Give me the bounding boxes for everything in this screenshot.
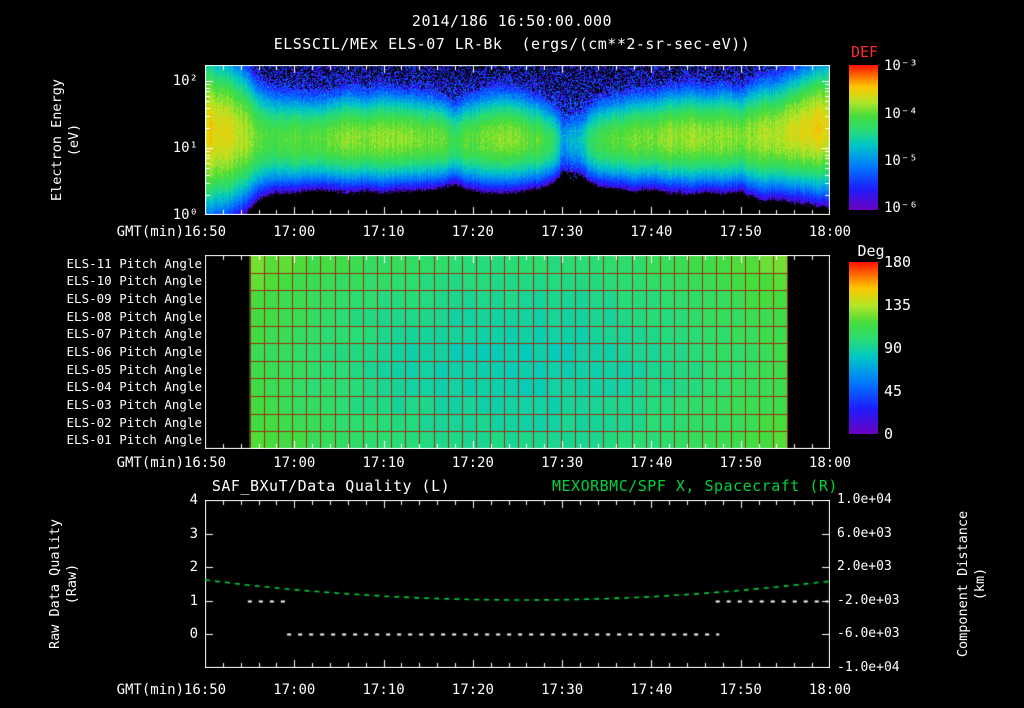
- component-distance-axis-line2: (km): [972, 567, 988, 601]
- deg-colorbar-tick: 135: [884, 296, 912, 314]
- component-distance-axis-label: Component Distance (km): [951, 469, 993, 699]
- distance-tick-label: -6.0e+03: [837, 626, 900, 642]
- flux-colorbar-tick: 10⁻⁴: [884, 106, 918, 122]
- electron-energy-axis-label: Electron Energy (eV): [46, 30, 86, 250]
- gmt-axis-label-1: GMT(min): [116, 224, 184, 240]
- x-tick-label: 17:40: [630, 682, 673, 698]
- electron-energy-axis-line1: Electron Energy: [49, 79, 65, 201]
- x-tick-label: 17:30: [541, 682, 584, 698]
- electron-spectrogram-canvas: [205, 65, 830, 215]
- flux-colorbar-title: DEF: [851, 43, 879, 61]
- flux-colorbar-tick: 10⁻⁵: [884, 153, 918, 169]
- quality-tick-label: 0: [189, 626, 198, 643]
- pitch-row-label: ELS-11 Pitch Angle: [66, 255, 202, 271]
- quality-tick-label: 1: [189, 592, 198, 609]
- x-tick-label: 17:20: [451, 224, 494, 240]
- x-tick-label: 17:50: [719, 682, 762, 698]
- x-tick-label: 17:30: [541, 455, 584, 471]
- bottom-left-title: SAF_BXuT/Data Quality (L): [211, 477, 451, 495]
- pitch-angle-canvas: [205, 255, 830, 449]
- deg-colorbar-tick: 0: [884, 425, 894, 443]
- distance-tick-label: -2.0e+03: [837, 592, 900, 608]
- pitch-row-label: ELS-08 Pitch Angle: [66, 308, 202, 324]
- bottom-right-title: MEXORBMC/SPF X, Spacecraft (R): [552, 477, 838, 495]
- timeseries-canvas: [205, 500, 830, 668]
- gmt-axis-label-2: GMT(min): [116, 455, 184, 471]
- distance-tick-label: 2.0e+03: [837, 559, 892, 575]
- x-tick-label: 17:10: [362, 224, 405, 240]
- deg-colorbar-title: Deg: [857, 242, 885, 260]
- deg-colorbar-tick: 90: [884, 339, 903, 357]
- page-title: 2014/186 16:50:00.000: [411, 12, 613, 30]
- deg-colorbar-tick: 45: [884, 382, 903, 400]
- x-tick-label: 18:00: [808, 224, 852, 240]
- deg-colorbar-tick: 180: [884, 253, 912, 271]
- x-tick-label: 17:00: [273, 224, 316, 240]
- x-tick-label: 17:10: [362, 682, 405, 698]
- x-tick-label: 17:40: [630, 455, 673, 471]
- pitch-row-label: ELS-01 Pitch Angle: [66, 432, 202, 448]
- x-tick-label: 17:20: [451, 682, 494, 698]
- raw-quality-axis-label: Raw Data Quality (Raw): [43, 474, 85, 694]
- x-tick-label: 17:30: [541, 224, 584, 240]
- x-tick-label: 17:40: [630, 224, 673, 240]
- x-tick-label: 17:00: [273, 455, 316, 471]
- x-tick-label: 16:50: [183, 455, 227, 471]
- x-tick-label: 18:00: [808, 455, 852, 471]
- energy-tick-label: 10¹: [172, 140, 198, 156]
- raw-quality-axis-line2: (Raw): [64, 563, 80, 605]
- distance-tick-label: -1.0e+04: [837, 660, 900, 675]
- flux-colorbar-tick: 10⁻³: [884, 58, 918, 74]
- distance-tick-label: 6.0e+03: [837, 525, 892, 541]
- quality-tick-label: 2: [189, 559, 198, 576]
- pitch-row-label: ELS-04 Pitch Angle: [66, 379, 202, 395]
- flux-colorbar-tick: 10⁻⁶: [884, 200, 918, 216]
- x-tick-label: 18:00: [808, 682, 852, 698]
- energy-tick-label: 10²: [172, 73, 198, 89]
- distance-tick-label: 1.0e+04: [837, 492, 892, 507]
- deg-colorbar: [849, 262, 878, 434]
- quality-tick-label: 3: [189, 525, 198, 542]
- gmt-axis-label-3: GMT(min): [116, 682, 184, 698]
- x-tick-label: 17:50: [719, 455, 762, 471]
- pitch-row-label: ELS-03 Pitch Angle: [66, 396, 202, 412]
- x-tick-label: 17:20: [451, 455, 494, 471]
- energy-tick-label: 10⁰: [172, 207, 198, 223]
- x-tick-label: 17:10: [362, 455, 405, 471]
- component-distance-axis-line1: Component Distance: [955, 510, 971, 658]
- pitch-row-label: ELS-10 Pitch Angle: [66, 273, 202, 289]
- x-tick-label: 16:50: [183, 224, 227, 240]
- electron-energy-axis-line2: (eV): [66, 123, 82, 157]
- raw-quality-axis-line1: Raw Data Quality: [47, 518, 63, 650]
- x-tick-label: 17:50: [719, 224, 762, 240]
- pitch-row-label: ELS-07 Pitch Angle: [66, 326, 202, 342]
- quality-tick-label: 4: [189, 492, 198, 508]
- pitch-row-label: ELS-06 Pitch Angle: [66, 343, 202, 359]
- x-tick-label: 17:00: [273, 682, 316, 698]
- x-tick-label: 16:50: [183, 682, 227, 698]
- plot-subtitle: ELSSCIL/MEx ELS-07 LR-Bk (ergs/(cm**2-sr…: [273, 35, 751, 53]
- pitch-row-label: ELS-09 Pitch Angle: [66, 291, 202, 307]
- pitch-row-label: ELS-02 Pitch Angle: [66, 414, 202, 430]
- flux-colorbar: [849, 65, 878, 210]
- pitch-row-label: ELS-05 Pitch Angle: [66, 361, 202, 377]
